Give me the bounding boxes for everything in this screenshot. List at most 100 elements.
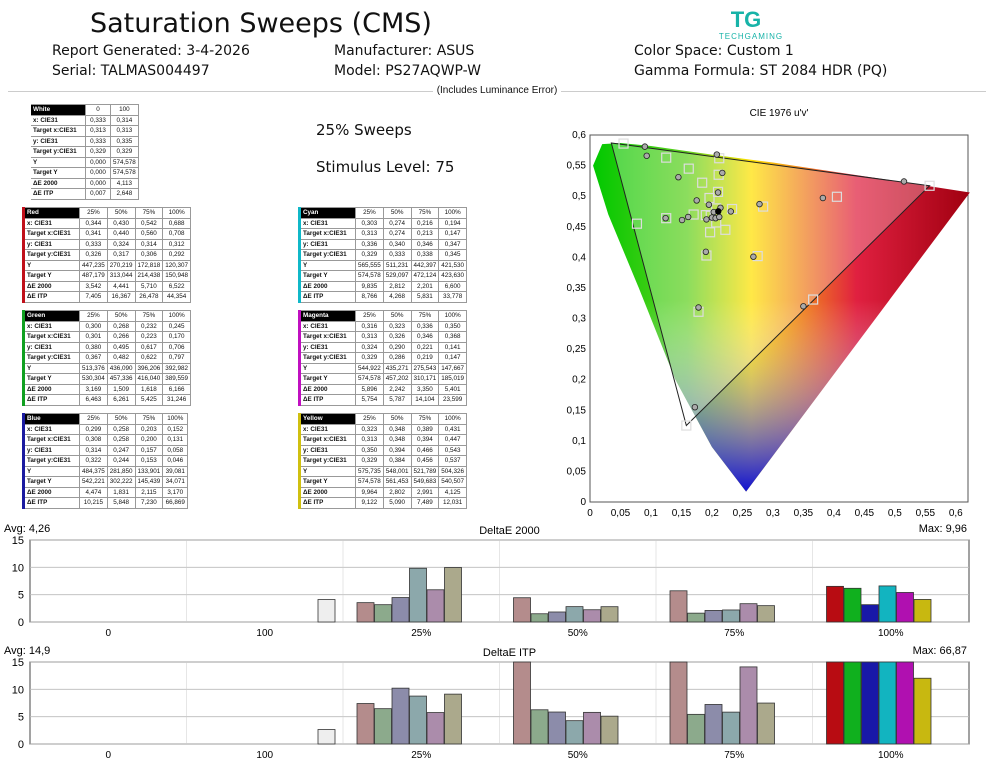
cell-value: 23,599 xyxy=(438,394,468,406)
table-row: ΔE ITP 7,405 16,367 26,478 44,354 xyxy=(22,291,192,303)
cell-value: 0,000 xyxy=(85,167,111,179)
cell-value: 0,274 xyxy=(382,228,412,240)
cell-value: 1,618 xyxy=(134,383,164,395)
cell-value: 0,300 xyxy=(79,320,108,332)
cell-value: 0,203 xyxy=(134,423,164,435)
table-row: ΔE ITP 6,463 6,261 5,425 31,246 xyxy=(22,394,192,406)
cell-value: 310,171 xyxy=(410,373,440,385)
x-tick-label: 0,6 xyxy=(949,508,963,519)
cell-value: 0,466 xyxy=(410,444,440,456)
cell-value: 0,333 xyxy=(79,238,108,250)
cell-value: 0,367 xyxy=(79,352,108,364)
bar-50pct-yellow xyxy=(600,715,619,745)
table-row: Target y:CIE31 0,329 0,333 0,338 0,345 xyxy=(298,249,468,261)
report-generated: Report Generated: 3-4-2026 xyxy=(52,43,250,59)
cell-value: 10,215 xyxy=(79,497,108,509)
row-label: Y xyxy=(298,259,356,271)
cell-value: 0,688 xyxy=(162,217,192,229)
cell-value: 0,329 xyxy=(110,146,139,158)
cell-value: 548,001 xyxy=(382,465,412,477)
table-blue: Blue 25% 50% 75% 100% x: CIE31 0,299 0,258 0,203… xyxy=(22,413,189,509)
target-point xyxy=(924,180,935,191)
table-col-header: 25% xyxy=(355,207,384,219)
target-point xyxy=(712,186,724,197)
cie-title: CIE 1976 u'v' xyxy=(750,108,809,119)
cell-value: 0,268 xyxy=(106,320,136,332)
bar-50pct-red xyxy=(513,661,531,745)
bar-25pct-cyan xyxy=(409,695,427,745)
cell-value: 0,290 xyxy=(382,341,412,353)
table-row: Target y:CIE31 0,367 0,482 0,622 0,797 xyxy=(22,352,192,364)
table-blue-name: Blue xyxy=(22,413,80,425)
row-label: y: CIE31 xyxy=(22,341,80,353)
x-tick-label: 0,4 xyxy=(827,508,841,519)
table-row: y: CIE31 0,324 0,290 0,221 0,141 xyxy=(298,341,468,353)
techgaming-logo: TG TECHGAMING xyxy=(719,8,782,41)
row-label: Target Y xyxy=(22,476,80,488)
cell-value: 0,338 xyxy=(410,249,440,261)
row-label: Target x:CIE31 xyxy=(298,434,356,446)
table-yellow-name: Yellow xyxy=(298,413,356,425)
bar-75pct-yellow xyxy=(757,605,775,623)
y-tick-label: 0 xyxy=(18,739,24,751)
measured-point xyxy=(714,189,722,196)
table-row: x: CIE31 0,299 0,258 0,203 0,152 xyxy=(22,423,189,435)
cell-value: 16,367 xyxy=(106,291,136,303)
table-row: Target Y 0,000 574,578 xyxy=(28,167,139,179)
measured-point xyxy=(756,200,763,208)
table-col-header: 100% xyxy=(162,207,192,219)
white-point xyxy=(715,208,722,215)
bar-50pct-red xyxy=(513,597,531,623)
table-cyan: Cyan 25% 50% 75% 100% x: CIE31 0,303 0,274 0,216… xyxy=(298,207,468,303)
measured-point xyxy=(713,151,721,158)
x-category-label: 75% xyxy=(724,750,744,761)
x-category-label: 0 xyxy=(105,628,111,639)
measured-point xyxy=(719,169,726,177)
x-tick-label: 0,05 xyxy=(611,508,631,519)
max-label: Max: 66,87 xyxy=(913,645,967,657)
table-row: ΔE 2000 9,964 2,802 2,991 4,125 xyxy=(298,486,468,498)
bar-75pct-red xyxy=(669,590,688,623)
cell-value: 565,555 xyxy=(355,259,384,271)
cell-value: 6,261 xyxy=(106,394,136,406)
cell-value: 33,778 xyxy=(438,291,468,303)
row-label: ΔE ITP xyxy=(28,188,86,200)
cell-value: 574,578 xyxy=(355,476,384,488)
cell-value: 442,397 xyxy=(410,259,440,271)
x-tick-label: 0,45 xyxy=(855,508,875,519)
table-row: y: CIE31 0,380 0,495 0,617 0,706 xyxy=(22,341,192,353)
target-point xyxy=(705,227,716,238)
cell-value: 540,507 xyxy=(438,476,468,488)
cell-value: 0,389 xyxy=(410,423,440,435)
cell-value: 0,317 xyxy=(106,249,136,261)
table-col-header: 25% xyxy=(79,207,108,219)
measured-point xyxy=(727,208,735,215)
cell-value: 6,166 xyxy=(162,383,192,395)
row-label: ΔE ITP xyxy=(22,497,80,509)
cell-value: 389,559 xyxy=(162,373,192,385)
y-tick-label: 0,15 xyxy=(567,405,587,416)
bar-50pct-green xyxy=(530,709,549,745)
cell-value: 0,313 xyxy=(110,125,139,137)
table-row: Target x:CIE31 0,313 0,274 0,213 0,147 xyxy=(298,228,468,240)
row-label: Target x:CIE31 xyxy=(298,331,356,343)
cell-value: 416,040 xyxy=(134,373,164,385)
cell-value: 0,345 xyxy=(438,249,468,261)
cell-value: 0,274 xyxy=(382,217,412,229)
cell-value: 0,213 xyxy=(410,228,440,240)
cell-value: 147,667 xyxy=(438,362,468,374)
cell-value: 423,630 xyxy=(438,270,468,282)
table-col-header: 100 xyxy=(110,104,139,116)
cell-value: 0,447 xyxy=(438,434,468,446)
target-point xyxy=(631,218,643,229)
cell-value: 0,333 xyxy=(85,114,111,126)
cell-value: 0,430 xyxy=(106,217,136,229)
gamma-formula: Gamma Formula: ST 2084 HDR (PQ) xyxy=(634,63,888,79)
sweeps-label: 25% Sweeps xyxy=(316,121,412,139)
cell-value: 561,453 xyxy=(382,476,412,488)
cell-value: 529,097 xyxy=(382,270,412,282)
table-col-header: 50% xyxy=(106,207,136,219)
bar-75pct-cyan xyxy=(722,609,740,623)
cell-value: 0,431 xyxy=(438,423,468,435)
cell-value: 39,081 xyxy=(162,465,189,477)
